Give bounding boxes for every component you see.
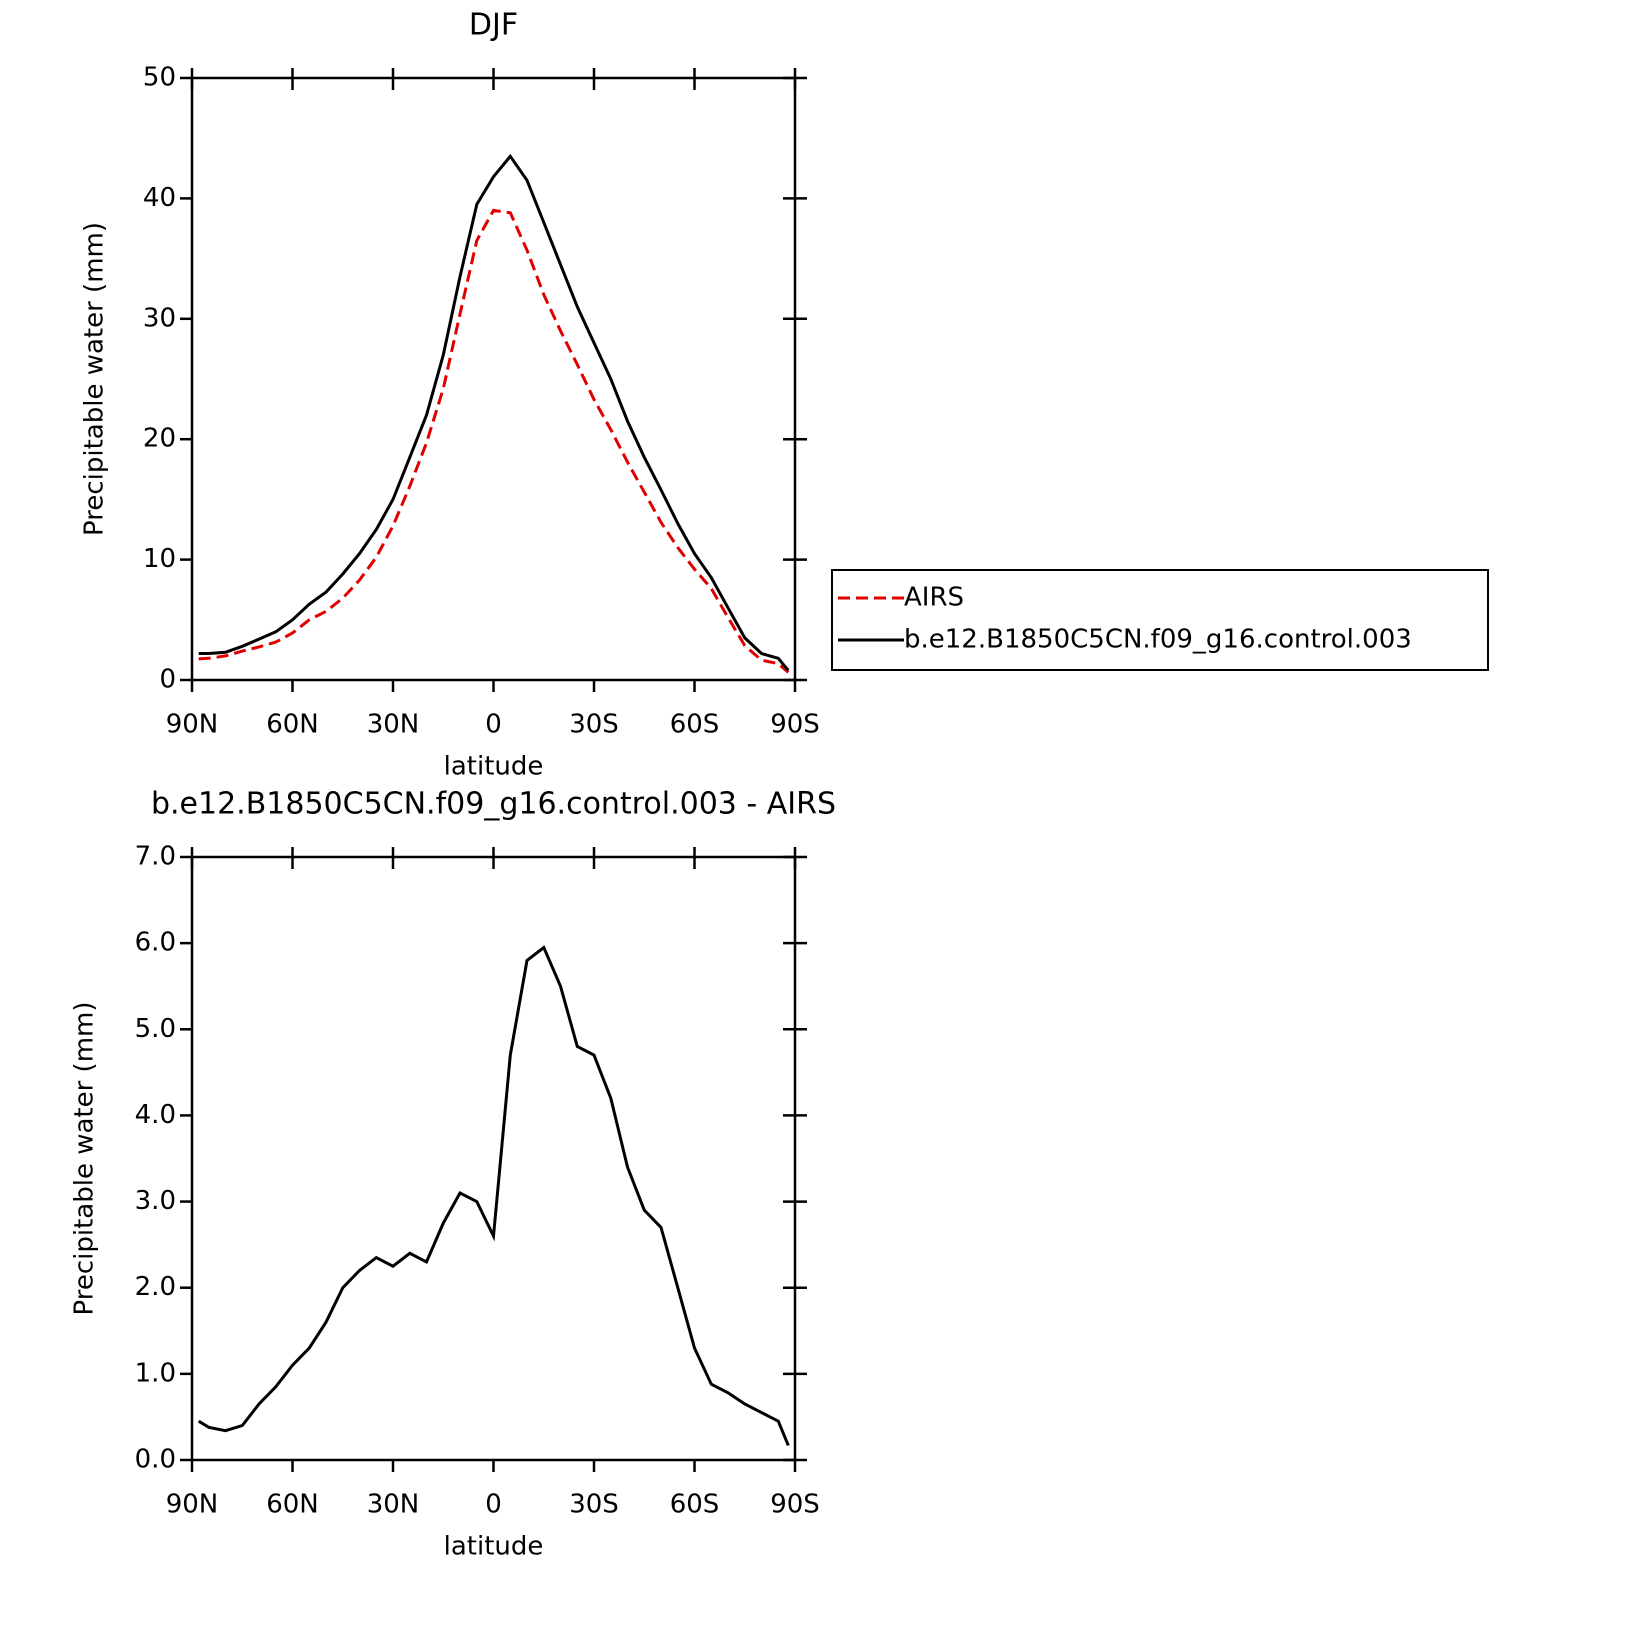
y-tick-label: 3.0 — [135, 1186, 176, 1216]
x-tick-label: 60N — [266, 1490, 319, 1520]
y-axis-label: Precipitable water (mm) — [80, 222, 110, 536]
x-tick-label: 30S — [569, 710, 619, 740]
y-tick-label: 40 — [143, 183, 176, 213]
y-tick-label: 20 — [143, 424, 176, 454]
y-tick-label: 0.0 — [135, 1445, 176, 1475]
legend-box — [831, 569, 1489, 671]
data-line — [197, 945, 790, 1446]
data-line — [198, 153, 790, 672]
x-tick-label: 30S — [569, 1490, 619, 1520]
x-tick-label: 0 — [485, 1490, 502, 1520]
chart-title: DJF — [469, 8, 518, 43]
y-tick-label: 7.0 — [135, 842, 176, 872]
x-tick-label: 30N — [367, 1490, 420, 1520]
x-tick-label: 90N — [166, 710, 219, 740]
x-axis-label: latitude — [444, 752, 544, 782]
y-tick-label: 1.0 — [135, 1358, 176, 1388]
x-tick-label: 30N — [367, 710, 420, 740]
y-tick-label: 4.0 — [135, 1100, 176, 1130]
data-line — [198, 208, 790, 674]
y-tick-label: 5.0 — [135, 1014, 176, 1044]
x-tick-label: 60S — [670, 1490, 720, 1520]
legend-label: AIRS — [904, 583, 964, 613]
chart-title: b.e12.B1850C5CN.f09_g16.control.003 - AI… — [151, 787, 836, 822]
y-tick-label: 30 — [143, 303, 176, 333]
y-tick-label: 50 — [143, 63, 176, 93]
x-tick-label: 60N — [266, 710, 319, 740]
x-tick-label: 90S — [770, 1490, 820, 1520]
plot-frame — [190, 76, 797, 682]
legend-label: b.e12.B1850C5CN.f09_g16.control.003 — [904, 625, 1412, 655]
y-axis-label: Precipitable water (mm) — [70, 1002, 100, 1316]
y-tick-label: 2.0 — [135, 1272, 176, 1302]
x-tick-label: 0 — [485, 710, 502, 740]
x-tick-label: 60S — [670, 710, 720, 740]
x-tick-label: 90S — [770, 710, 820, 740]
x-axis-label: latitude — [444, 1532, 544, 1562]
y-tick-label: 0 — [159, 665, 176, 695]
y-tick-label: 6.0 — [135, 928, 176, 958]
y-tick-label: 10 — [143, 544, 176, 574]
plot-frame — [190, 855, 797, 1462]
x-tick-label: 90N — [166, 1490, 219, 1520]
